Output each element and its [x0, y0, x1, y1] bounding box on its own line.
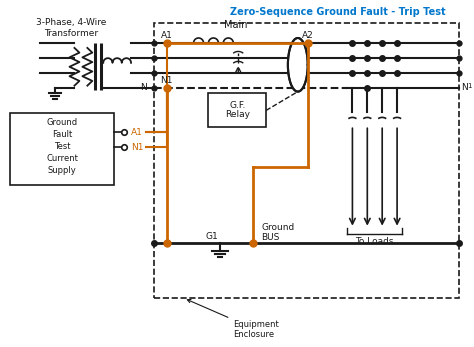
- Text: Zero-Sequence Ground Fault - Trip Test: Zero-Sequence Ground Fault - Trip Test: [230, 7, 446, 17]
- Text: 1: 1: [467, 83, 472, 88]
- Text: Relay: Relay: [225, 110, 250, 119]
- Bar: [209, 93, 266, 127]
- Text: G.F.: G.F.: [229, 101, 246, 110]
- Bar: [10, 113, 114, 185]
- Text: Equipment
Enclosure: Equipment Enclosure: [187, 299, 279, 339]
- Bar: [154, 23, 459, 298]
- Text: A1: A1: [161, 31, 173, 40]
- Text: N: N: [140, 83, 147, 92]
- Text: Main: Main: [224, 20, 247, 30]
- Text: 3-Phase, 4-Wire
Transformer: 3-Phase, 4-Wire Transformer: [36, 18, 107, 37]
- Text: N1: N1: [161, 76, 173, 85]
- Text: To Loads: To Loads: [356, 237, 394, 246]
- Text: Ground
BUS: Ground BUS: [261, 223, 294, 243]
- Text: A1: A1: [131, 128, 143, 137]
- Text: N: N: [462, 83, 468, 92]
- Text: N1: N1: [131, 143, 144, 152]
- Text: G1: G1: [205, 231, 218, 240]
- Ellipse shape: [288, 38, 308, 92]
- Text: A2: A2: [302, 31, 314, 40]
- Text: Ground
Fault
Test
Current
Supply: Ground Fault Test Current Supply: [46, 118, 78, 175]
